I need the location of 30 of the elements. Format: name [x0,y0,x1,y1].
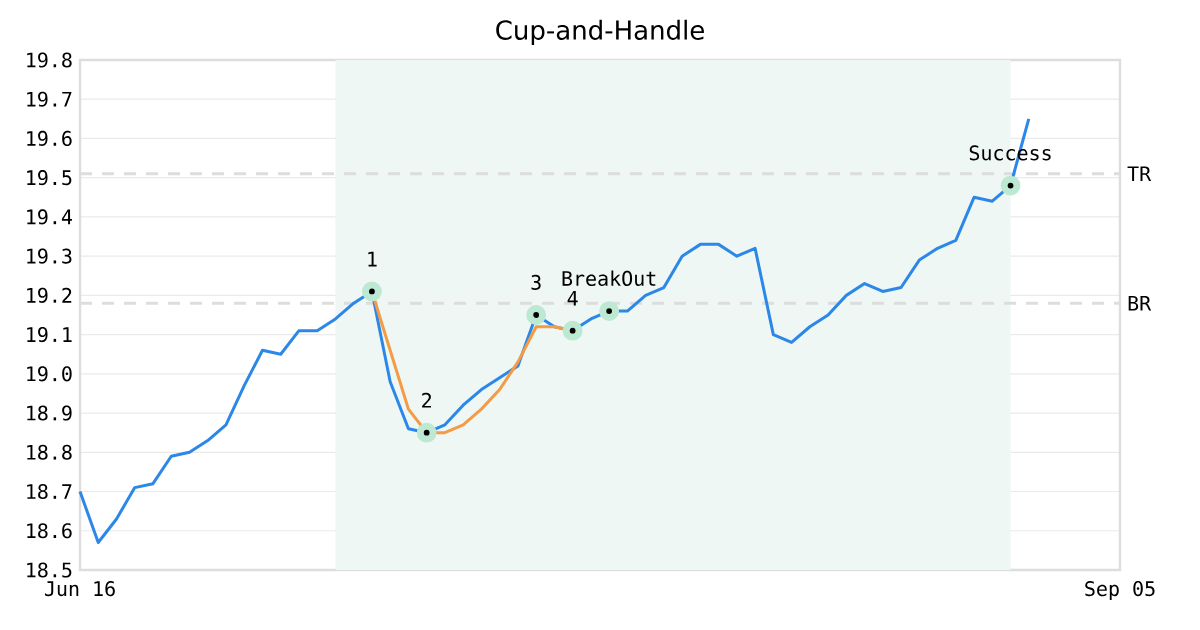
y-tick-label: 19.8 [27,52,72,68]
y-tick-label: 18.9 [27,405,72,421]
point [599,301,620,321]
y-tick-label: 19.0 [27,366,72,382]
y-tick-label: 19.6 [27,130,72,147]
ref-line-label: BR [1128,295,1152,311]
y-tick-label: 19.2 [27,287,72,303]
y-tick-label: 19.4 [27,209,72,225]
annotation: 3 [531,274,541,290]
point [1000,175,1021,196]
annotation: BreakOut [562,270,656,286]
y-tick-label: 18.6 [27,523,72,539]
x-tick-label: Sep 05 [1085,581,1155,601]
point [362,281,382,302]
y-tick-label: 18.5 [27,562,72,578]
y-tick-label: 19.1 [27,327,72,343]
point [562,320,583,341]
annotation: 2 [422,392,431,408]
annotation: 1 [368,251,377,267]
y-tick-label: 19.7 [27,91,72,107]
point [526,305,547,325]
y-tick-label: 19.3 [27,248,72,264]
point [416,422,437,443]
y-tick-label: 18.7 [27,483,72,500]
y-tick-label: 18.8 [27,444,72,460]
y-tick-label: 19.5 [27,170,72,186]
ref-line-label: TR [1127,166,1152,182]
annotation: 4 [567,291,578,306]
x-tick-label: Jun 16 [44,581,115,597]
chart-title: Cup-and-Handle [496,19,704,45]
